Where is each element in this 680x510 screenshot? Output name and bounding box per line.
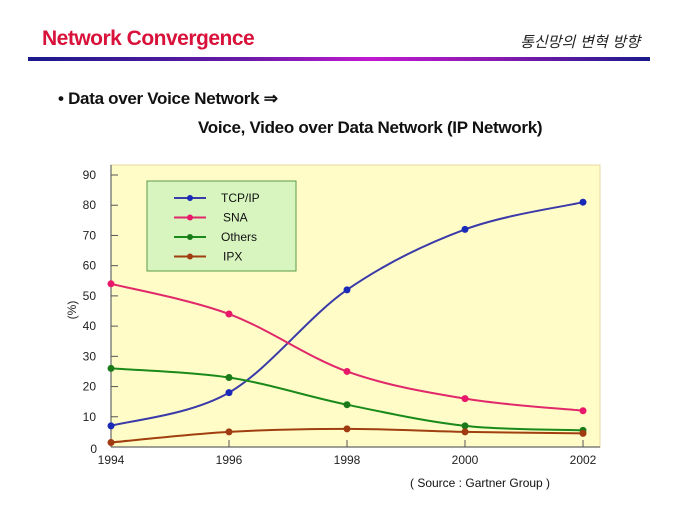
legend-label-others: Others: [221, 230, 257, 244]
data-point-ipx: [107, 438, 115, 446]
data-point-sna: [225, 310, 233, 318]
data-point-others: [107, 364, 115, 372]
y-tick-label: 50: [83, 289, 97, 303]
data-point-sna: [461, 395, 469, 403]
legend-marker-tcp-ip: [187, 195, 193, 201]
x-tick-label: 2002: [570, 453, 597, 467]
data-point-others: [225, 373, 233, 381]
page-title: Network Convergence: [42, 27, 255, 50]
x-tick-label: 2000: [452, 453, 479, 467]
y-tick-label: 30: [83, 349, 97, 363]
y-tick-label: 0: [90, 442, 97, 456]
data-point-ipx: [225, 428, 233, 436]
legend-marker-ipx: [187, 253, 193, 260]
data-point-others: [343, 401, 351, 409]
data-point-sna: [107, 280, 115, 288]
y-tick-label: 20: [83, 380, 97, 394]
y-tick-label: 80: [83, 198, 97, 212]
y-tick-label: 60: [83, 259, 97, 273]
x-tick-label: 1996: [216, 453, 243, 467]
data-point-ipx: [343, 425, 351, 433]
legend-label-ipx: IPX: [223, 250, 242, 264]
y-tick-label: 90: [83, 168, 97, 182]
y-tick-label: 70: [83, 228, 97, 242]
legend-box: [146, 180, 297, 272]
title-divider: [28, 57, 650, 61]
legend-marker-sna: [187, 214, 193, 221]
legend-marker-others: [187, 234, 193, 240]
data-point-tcp-ip: [107, 422, 115, 430]
y-tick-label: 40: [83, 319, 97, 333]
source-note: ( Source : Gartner Group ): [410, 476, 551, 490]
data-point-sna: [579, 407, 587, 415]
data-point-ipx: [579, 429, 587, 437]
y-axis-label: (%): [65, 301, 79, 320]
data-point-ipx: [461, 428, 469, 436]
korean-subtitle: 통신망의 변혁 방향: [520, 33, 640, 51]
y-tick-label: 10: [83, 410, 97, 424]
continuation-text: Voice, Video over Data Network (IP Netwo…: [198, 118, 543, 137]
data-point-others: [461, 422, 469, 430]
data-point-tcp-ip: [579, 198, 587, 206]
x-tick-label: 1994: [98, 453, 125, 467]
data-point-sna: [343, 367, 351, 375]
x-tick-label: 1998: [334, 453, 361, 467]
data-point-tcp-ip: [461, 225, 469, 233]
bullet-text: • Data over Voice Network ⇒: [58, 89, 278, 108]
data-point-tcp-ip: [225, 389, 233, 397]
data-point-tcp-ip: [343, 286, 351, 294]
legend-label-sna: SNA: [223, 211, 248, 225]
legend-label-tcp-ip: TCP/IP: [221, 191, 260, 205]
